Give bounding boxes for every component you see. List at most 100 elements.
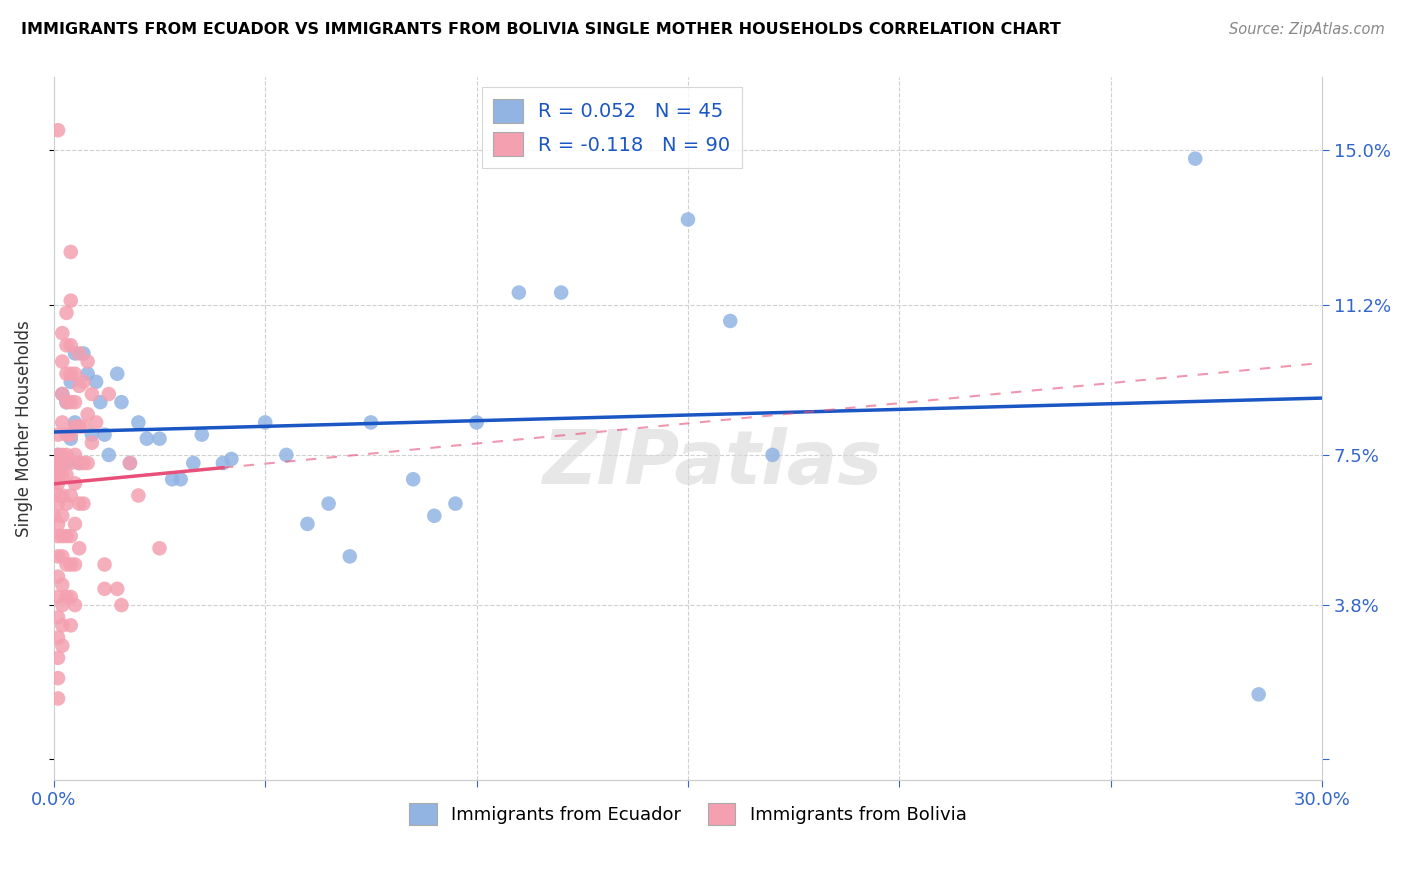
Point [59, 395, 82, 409]
Point [46, 427, 69, 442]
Point [59, 590, 82, 604]
Point [676, 212, 699, 227]
Point [84, 375, 107, 389]
Point [423, 508, 446, 523]
Point [51, 468, 73, 483]
Point [84, 416, 107, 430]
Point [191, 427, 214, 442]
Point [46, 448, 69, 462]
Point [63, 448, 86, 462]
Point [276, 448, 298, 462]
Point [55, 367, 77, 381]
Point [183, 456, 205, 470]
Point [46, 476, 69, 491]
Point [46, 497, 69, 511]
Point [51, 387, 73, 401]
Point [51, 456, 73, 470]
Point [46, 650, 69, 665]
Point [55, 395, 77, 409]
Point [63, 516, 86, 531]
Point [63, 558, 86, 572]
Point [80, 427, 103, 442]
Point [59, 488, 82, 502]
Point [89, 395, 111, 409]
Point [51, 529, 73, 543]
Point [160, 472, 183, 486]
Point [550, 285, 572, 300]
Point [67, 419, 90, 434]
Point [76, 456, 98, 470]
Point [63, 419, 86, 434]
Point [51, 618, 73, 632]
Point [76, 367, 98, 381]
Point [402, 472, 425, 486]
Point [110, 598, 132, 612]
Point [46, 590, 69, 604]
Point [42, 460, 65, 475]
Point [63, 367, 86, 381]
Point [212, 456, 235, 470]
Point [93, 582, 115, 596]
Point [51, 578, 73, 592]
Point [59, 244, 82, 259]
Point [46, 569, 69, 583]
Point [59, 338, 82, 352]
Point [105, 367, 128, 381]
Point [169, 472, 191, 486]
Point [97, 448, 120, 462]
Point [118, 456, 141, 470]
Point [46, 529, 69, 543]
Point [55, 395, 77, 409]
Point [1184, 152, 1206, 166]
Point [55, 529, 77, 543]
Point [127, 416, 149, 430]
Point [59, 375, 82, 389]
Point [63, 395, 86, 409]
Point [55, 590, 77, 604]
Point [80, 435, 103, 450]
Point [63, 416, 86, 430]
Point [508, 285, 530, 300]
Point [148, 541, 170, 556]
Point [59, 529, 82, 543]
Point [72, 419, 94, 434]
Point [444, 497, 467, 511]
Point [59, 618, 82, 632]
Point [118, 456, 141, 470]
Point [127, 488, 149, 502]
Point [76, 354, 98, 368]
Point [51, 508, 73, 523]
Point [59, 432, 82, 446]
Point [59, 558, 82, 572]
Point [55, 468, 77, 483]
Point [72, 375, 94, 389]
Point [221, 452, 243, 467]
Point [63, 346, 86, 360]
Point [46, 448, 69, 462]
Point [67, 456, 90, 470]
Point [72, 456, 94, 470]
Point [76, 407, 98, 421]
Point [55, 497, 77, 511]
Point [46, 468, 69, 483]
Legend: Immigrants from Ecuador, Immigrants from Bolivia: Immigrants from Ecuador, Immigrants from… [401, 794, 976, 834]
Text: IMMIGRANTS FROM ECUADOR VS IMMIGRANTS FROM BOLIVIA SINGLE MOTHER HOUSEHOLDS CORR: IMMIGRANTS FROM ECUADOR VS IMMIGRANTS FR… [21, 22, 1062, 37]
Point [254, 416, 277, 430]
Point [51, 448, 73, 462]
Point [59, 293, 82, 308]
Point [55, 558, 77, 572]
Y-axis label: Single Mother Households: Single Mother Households [15, 320, 32, 537]
Point [46, 516, 69, 531]
Point [42, 508, 65, 523]
Point [46, 671, 69, 685]
Point [93, 558, 115, 572]
Point [148, 432, 170, 446]
Point [55, 427, 77, 442]
Point [51, 549, 73, 564]
Point [1247, 687, 1270, 701]
Point [55, 338, 77, 352]
Point [67, 346, 90, 360]
Point [67, 541, 90, 556]
Point [63, 598, 86, 612]
Point [46, 456, 69, 470]
